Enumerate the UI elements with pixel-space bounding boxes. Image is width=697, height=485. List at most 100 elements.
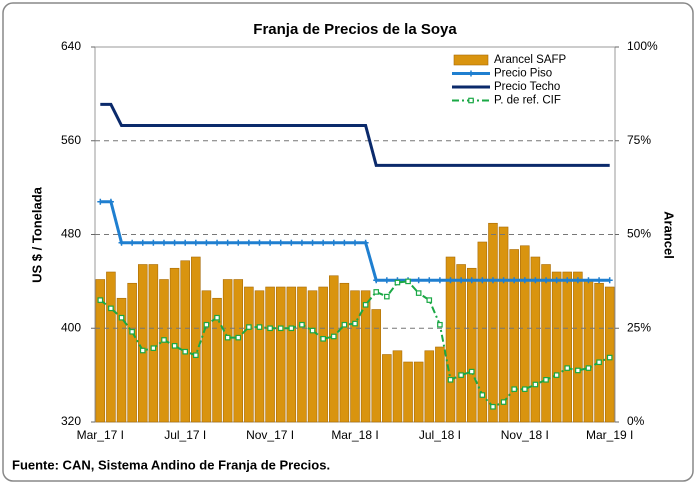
- bar: [498, 226, 509, 423]
- bar: [488, 222, 498, 423]
- bar: [403, 361, 413, 423]
- marker: [585, 277, 592, 284]
- bar: [180, 260, 190, 423]
- marker: [447, 277, 454, 284]
- marker: [553, 372, 560, 378]
- bar: [466, 267, 477, 423]
- marker: [574, 277, 581, 284]
- marker: [288, 325, 295, 332]
- bar: [265, 286, 275, 423]
- marker: [277, 325, 284, 332]
- marker: [193, 352, 199, 359]
- legend-marker: [468, 70, 474, 77]
- bar: [233, 279, 244, 423]
- bar: [562, 271, 573, 423]
- legend-label: Precio Techo: [494, 81, 560, 93]
- marker: [107, 198, 114, 205]
- marker: [246, 324, 252, 330]
- marker: [203, 239, 210, 246]
- bar: [275, 286, 286, 423]
- marker: [458, 372, 464, 378]
- marker: [532, 277, 539, 284]
- marker: [160, 239, 167, 246]
- marker: [224, 334, 231, 341]
- marker: [521, 386, 528, 392]
- bar: [509, 249, 519, 423]
- y2-tick-label: 25%: [627, 320, 651, 334]
- y2-tick-label: 75%: [627, 133, 651, 147]
- marker: [384, 293, 390, 300]
- marker: [97, 198, 104, 205]
- marker: [171, 239, 178, 246]
- legend-marker: [468, 97, 474, 104]
- marker: [468, 277, 475, 284]
- bar: [307, 290, 318, 423]
- marker: [394, 279, 401, 286]
- bar: [573, 271, 583, 423]
- marker: [182, 239, 189, 246]
- x-tick-label: Nov_17 I: [246, 428, 294, 442]
- bar: [392, 350, 403, 423]
- marker: [500, 399, 507, 405]
- bar: [382, 354, 392, 423]
- bar: [95, 279, 106, 423]
- x-tick-label: Mar_19 I: [586, 428, 633, 442]
- marker: [352, 320, 358, 327]
- marker: [161, 337, 167, 343]
- marker: [256, 324, 263, 330]
- y-tick-label: 320: [61, 414, 81, 428]
- marker: [575, 367, 581, 374]
- marker: [235, 334, 242, 341]
- bar: [201, 290, 212, 423]
- bar: [413, 361, 424, 423]
- marker: [606, 277, 613, 284]
- marker: [521, 277, 528, 284]
- bar: [435, 346, 445, 423]
- marker: [150, 345, 157, 351]
- marker: [341, 321, 348, 328]
- bar: [360, 290, 371, 423]
- bar: [530, 256, 541, 423]
- marker: [139, 347, 146, 354]
- marker: [511, 277, 518, 284]
- chart-title: Franja de Precios de la Soya: [253, 21, 457, 38]
- marker: [543, 377, 549, 383]
- marker: [330, 333, 337, 340]
- marker: [596, 359, 602, 366]
- bar: [159, 279, 169, 423]
- marker: [564, 365, 571, 371]
- y-tick-label: 560: [61, 133, 81, 147]
- bar: [286, 286, 297, 423]
- marker: [341, 239, 348, 246]
- y-tick-label: 400: [61, 320, 81, 334]
- marker: [426, 297, 433, 303]
- bar: [137, 264, 148, 423]
- marker: [362, 302, 369, 308]
- bar: [148, 264, 159, 423]
- y2-tick-label: 50%: [627, 227, 651, 241]
- bar: [254, 290, 265, 423]
- marker: [150, 239, 157, 246]
- bar: [551, 271, 562, 423]
- bar: [456, 264, 466, 423]
- marker: [214, 239, 221, 246]
- marker: [288, 239, 295, 246]
- legend-label: Precio Piso: [494, 68, 552, 80]
- x-tick-label: Jul_18 I: [419, 428, 461, 442]
- marker: [224, 239, 231, 246]
- bar: [116, 297, 127, 423]
- marker: [468, 368, 475, 375]
- marker: [532, 381, 539, 388]
- y2-axis-label: Arancel: [662, 211, 677, 259]
- marker: [129, 239, 136, 246]
- marker: [415, 277, 422, 284]
- bar: [329, 275, 339, 423]
- bar: [191, 256, 201, 423]
- bar: [212, 297, 222, 423]
- bar: [222, 279, 233, 423]
- marker: [214, 314, 220, 321]
- bar: [604, 286, 615, 423]
- marker: [437, 321, 443, 328]
- marker: [553, 277, 560, 284]
- bar: [541, 264, 551, 423]
